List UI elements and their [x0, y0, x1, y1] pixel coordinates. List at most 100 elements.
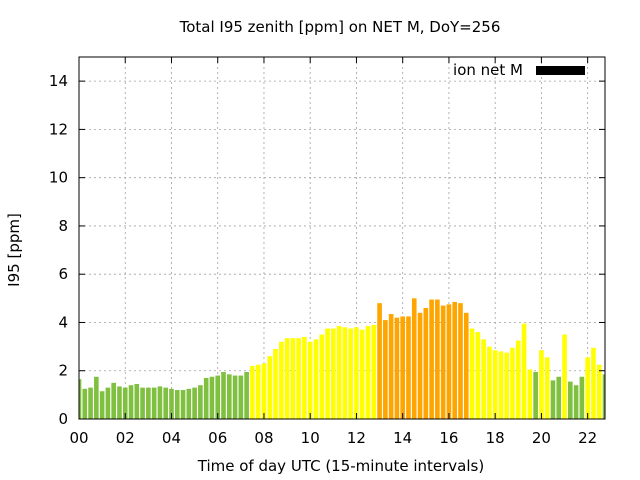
- bar: [319, 334, 325, 419]
- bar: [111, 382, 116, 419]
- bar: [527, 369, 533, 419]
- bar: [591, 347, 596, 419]
- y-tick-label: 10: [49, 169, 68, 187]
- bar: [440, 305, 446, 419]
- bar: [544, 357, 550, 419]
- x-tick-label: 18: [486, 429, 505, 447]
- bar: [163, 387, 169, 419]
- bar: [267, 356, 273, 419]
- bar: [348, 328, 353, 419]
- bar: [487, 346, 492, 419]
- bar: [331, 328, 336, 419]
- bar: [562, 334, 567, 419]
- legend-swatch: [536, 66, 585, 75]
- bar: [406, 316, 411, 419]
- bar: [568, 381, 573, 419]
- bar: [423, 307, 429, 419]
- bar: [458, 303, 463, 419]
- bar: [492, 350, 498, 419]
- y-tick-label: 14: [49, 72, 68, 90]
- bar: [284, 338, 290, 419]
- y-tick-label: 12: [49, 120, 68, 138]
- bar: [238, 375, 244, 419]
- x-tick-label: 22: [578, 429, 597, 447]
- bar: [463, 312, 469, 419]
- x-tick-label: 12: [347, 429, 366, 447]
- x-tick-label: 14: [393, 429, 412, 447]
- y-tick-label: 8: [58, 217, 68, 235]
- bar: [169, 388, 174, 419]
- bar: [359, 329, 365, 419]
- bar: [302, 336, 307, 419]
- y-tick-label: 2: [58, 362, 68, 380]
- bar: [510, 347, 515, 419]
- bar: [232, 375, 238, 419]
- bar: [585, 357, 590, 419]
- bar: [313, 339, 319, 419]
- legend: ion net M: [453, 61, 585, 79]
- bar: [446, 304, 452, 419]
- y-tick-label: 4: [58, 313, 68, 331]
- bar: [307, 341, 313, 419]
- chart-title: Total I95 zenith [ppm] on NET M, DoY=256: [179, 18, 501, 36]
- bar: [296, 338, 301, 419]
- bar: [198, 385, 203, 419]
- bar: [452, 301, 458, 419]
- x-tick-label: 10: [301, 429, 320, 447]
- bar: [174, 390, 180, 419]
- x-tick-label: 00: [69, 429, 88, 447]
- y-axis-label: I95 [ppm]: [5, 213, 23, 287]
- bar: [203, 377, 209, 419]
- bar: [475, 332, 481, 419]
- bar: [117, 386, 122, 419]
- x-tick-label: 08: [254, 429, 273, 447]
- bar: [140, 387, 145, 419]
- bar: [99, 391, 105, 419]
- bar: [435, 299, 440, 419]
- bar: [573, 385, 579, 419]
- bar: [371, 324, 377, 419]
- bar: [88, 387, 93, 419]
- bar: [521, 323, 527, 419]
- bar: [82, 388, 88, 419]
- bar: [383, 320, 388, 419]
- bar: [515, 340, 521, 419]
- plot-frame: [78, 56, 606, 420]
- bar: [186, 388, 192, 419]
- bar: [556, 376, 562, 419]
- bar: [469, 328, 475, 419]
- bar: [244, 371, 249, 419]
- bar: [602, 374, 605, 419]
- bar: [192, 387, 197, 419]
- bar: [290, 338, 296, 419]
- bar: [278, 341, 284, 419]
- bar: [504, 352, 510, 419]
- bar: [325, 328, 330, 419]
- bar-series: [79, 298, 605, 419]
- bar: [342, 327, 348, 419]
- bar: [250, 365, 255, 419]
- bar: [481, 339, 486, 419]
- bar: [429, 299, 434, 419]
- bar: [498, 351, 504, 419]
- bar: [151, 387, 157, 419]
- legend-label: ion net M: [453, 61, 523, 79]
- y-tick-label: 6: [58, 265, 68, 283]
- x-axis-label: Time of day UTC (15-minute intervals): [197, 457, 484, 475]
- x-tick-label: 02: [116, 429, 135, 447]
- bar: [128, 385, 134, 419]
- bar: [365, 326, 371, 419]
- bar: [417, 312, 423, 419]
- bar: [596, 364, 602, 419]
- bar: [533, 371, 538, 419]
- bar: [209, 376, 215, 419]
- bar: [539, 350, 544, 419]
- bar: [411, 298, 417, 419]
- bar: [255, 364, 261, 419]
- bar: [550, 380, 556, 419]
- bar: [261, 363, 267, 419]
- bar: [579, 376, 585, 419]
- bar: [400, 316, 406, 419]
